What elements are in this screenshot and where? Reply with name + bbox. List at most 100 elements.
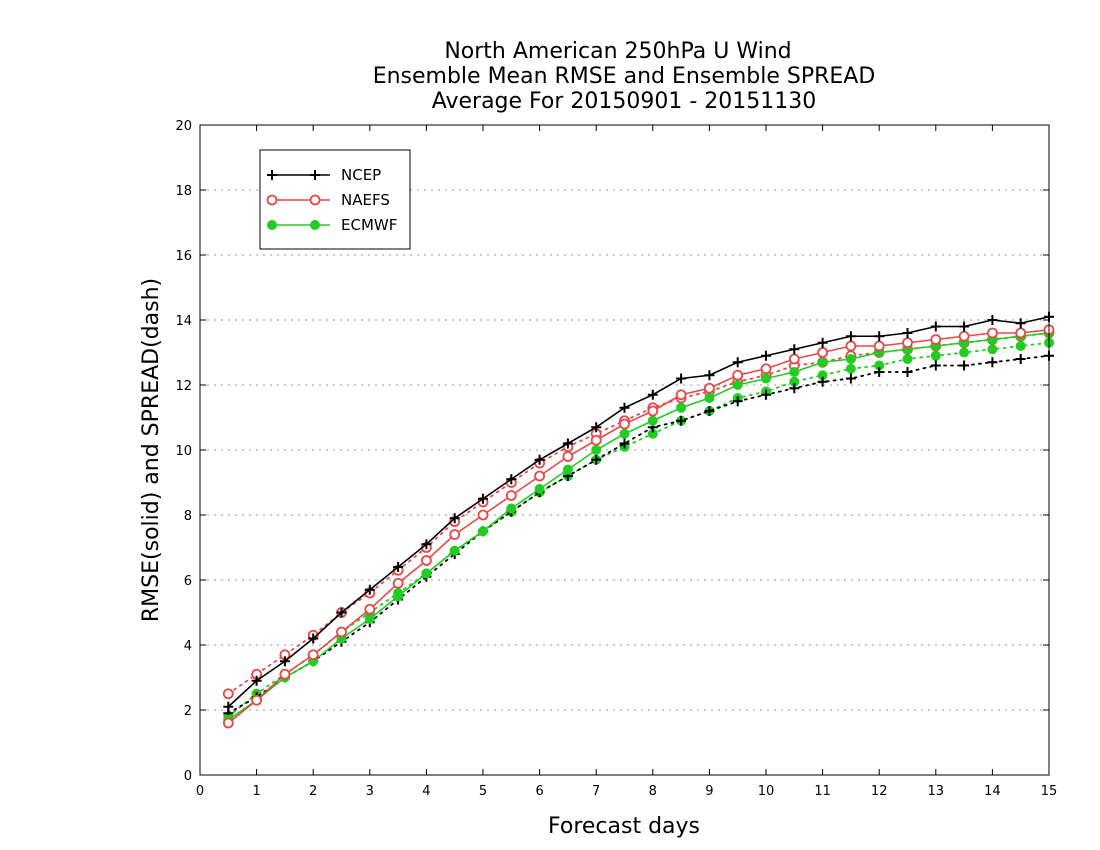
rmse-point-ecmwf — [704, 393, 715, 403]
legend: NCEP NAEFS ECMWF — [259, 149, 411, 250]
rmse-point-ncep — [874, 331, 885, 342]
rmse-point-ncep — [704, 370, 715, 381]
x-tick-label: 15 — [1041, 784, 1058, 799]
rmse-point-ncep — [591, 422, 602, 433]
spread-point-naefs — [222, 688, 234, 700]
y-tick-label: 12 — [175, 379, 192, 394]
x-tick-label: 3 — [366, 784, 374, 799]
rmse-point-ncep — [732, 357, 743, 368]
legend-marker-naefs — [266, 194, 278, 206]
rmse-point-naefs — [902, 337, 913, 349]
rmse-point-ncep — [619, 402, 630, 413]
rmse-point-ecmwf — [364, 614, 375, 624]
rmse-point-ncep — [959, 321, 970, 332]
rmse-point-ncep — [421, 539, 432, 550]
rmse-point-naefs — [534, 470, 545, 482]
rmse-point-naefs — [760, 363, 772, 375]
rmse-series — [222, 311, 1055, 729]
spread-point-ncep — [987, 357, 998, 368]
legend-marker-naefs — [309, 194, 321, 206]
y-tick-label: 0 — [184, 769, 192, 784]
rmse-point-ncep — [251, 675, 262, 686]
rmse-point-ncep — [902, 328, 913, 338]
rmse-point-naefs — [675, 389, 687, 401]
rmse-point-ncep — [930, 321, 941, 332]
rmse-point-ecmwf — [761, 373, 771, 384]
rmse-point-ecmwf — [562, 464, 573, 475]
rmse-point-naefs — [788, 353, 800, 365]
rmse-point-ncep — [393, 562, 404, 572]
y-tick-label: 20 — [175, 119, 192, 134]
x-tick-label: 10 — [758, 784, 775, 799]
rmse-point-ncep — [817, 337, 828, 348]
rmse-point-naefs — [222, 717, 234, 729]
legend-marker-ecmwf — [310, 220, 320, 230]
spread-point-ncep — [930, 360, 941, 371]
rmse-point-ncep — [534, 454, 545, 465]
legend-marker-ncep — [267, 170, 277, 180]
rmse-point-ecmwf — [817, 357, 828, 368]
rmse-point-ncep — [1015, 318, 1026, 329]
spread-point-ncep — [845, 373, 856, 384]
rmse-point-ecmwf — [789, 367, 800, 377]
x-tick-label: 4 — [422, 784, 430, 799]
spread-line-ecmwf — [227, 341, 1050, 718]
rmse-point-naefs — [364, 603, 376, 615]
rmse-point-ncep — [647, 389, 658, 400]
x-tick-label: 2 — [309, 784, 317, 799]
rmse-point-ecmwf — [393, 591, 404, 602]
x-axis-label: Forecast days — [548, 814, 700, 839]
spread-point-ncep — [591, 454, 602, 465]
rmse-point-ncep — [336, 607, 347, 618]
legend-label-naefs: NAEFS — [341, 191, 390, 209]
rmse-point-ecmwf — [534, 484, 545, 494]
y-axis-label: RMSE(solid) and SPREAD(dash) — [139, 278, 164, 622]
y-tick-label: 6 — [184, 574, 192, 589]
title-line-3: Average For 20150901 - 20151130 — [432, 89, 817, 114]
spread-point-ncep — [959, 360, 970, 371]
rmse-point-ncep — [987, 315, 998, 325]
rmse-point-ncep — [449, 513, 460, 524]
legend-marker-ecmwf — [267, 220, 277, 230]
rmse-point-ncep — [364, 584, 375, 595]
rmse-point-naefs — [251, 694, 263, 706]
title-line-2: Ensemble Mean RMSE and Ensemble SPREAD — [373, 64, 876, 89]
rmse-line-naefs — [227, 328, 1050, 724]
rmse-point-ncep — [279, 656, 290, 667]
y-tick-label: 18 — [175, 184, 192, 199]
rmse-point-naefs — [930, 334, 942, 345]
rmse-point-naefs — [336, 626, 347, 638]
rmse-point-naefs — [505, 490, 517, 501]
x-tick-label: 5 — [479, 784, 487, 799]
y-tick-label: 16 — [175, 249, 192, 264]
x-tick-label: 12 — [871, 784, 888, 799]
rmse-point-naefs — [562, 451, 574, 462]
rmse-point-naefs — [590, 434, 602, 446]
rmse-point-naefs — [845, 340, 857, 352]
x-tick-label: 13 — [928, 784, 945, 799]
legend-label-ncep: NCEP — [341, 166, 381, 184]
spread-point-ncep — [789, 383, 800, 394]
x-tick-label: 7 — [592, 784, 600, 799]
y-tick-label: 2 — [184, 704, 192, 719]
legend-label-ecmwf: ECMWF — [341, 216, 397, 234]
rmse-point-ncep — [761, 350, 771, 361]
rmse-point-naefs — [619, 418, 630, 430]
y-tick-label: 8 — [184, 509, 192, 524]
spread-point-ecmwf — [902, 354, 913, 364]
rmse-point-ncep — [223, 701, 234, 712]
rmse-point-naefs — [307, 649, 319, 661]
rmse-point-naefs — [704, 382, 715, 394]
rmse-point-naefs — [817, 347, 828, 358]
rmse-point-ecmwf — [732, 380, 743, 390]
x-tick-label: 8 — [649, 784, 657, 799]
rmse-point-naefs — [732, 369, 744, 381]
spread-point-ncep — [704, 406, 715, 416]
spread-point-ecmwf — [1015, 341, 1026, 351]
rmse-point-ecmwf — [619, 428, 630, 439]
rmse-point-naefs — [873, 340, 885, 352]
rmse-point-ecmwf — [506, 503, 517, 514]
rmse-line-ncep — [227, 315, 1050, 708]
